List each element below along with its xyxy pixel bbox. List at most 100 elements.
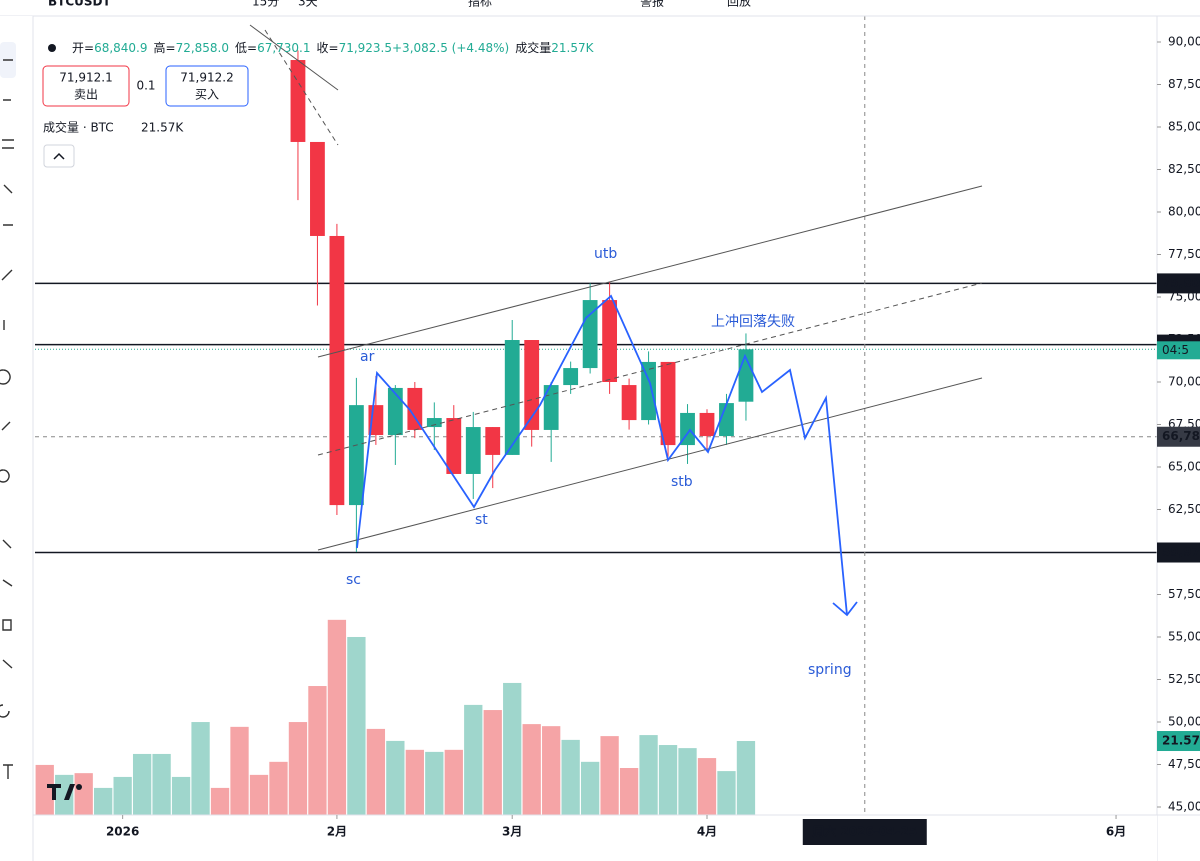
price-label: 59,970: [1162, 545, 1200, 559]
crosshair-x-label: 周六 2026-04-25: [812, 824, 917, 839]
crosshair-x-bg: [802, 819, 927, 845]
current-price-box: [1157, 341, 1200, 360]
price-axis-bg: [1157, 16, 1200, 815]
left-toolbar: [0, 16, 34, 861]
price-label-bg: [1157, 542, 1200, 563]
x-tick-label: 2月: [327, 825, 347, 839]
volume-bar: [697, 758, 717, 815]
collapse-button[interactable]: [43, 144, 75, 168]
y-tick-label: 62,500: [1168, 502, 1200, 516]
logo: [47, 784, 82, 800]
candle-body: [660, 361, 676, 446]
spread: 0.1: [136, 79, 155, 93]
volume-bar: [210, 787, 230, 815]
buy-button[interactable]: [165, 65, 249, 107]
replay[interactable]: 回放: [727, 0, 751, 9]
sell-label: 卖出: [74, 88, 98, 102]
volume-bar: [678, 748, 697, 815]
volume-bar: [464, 704, 483, 815]
x-tick-label: 6月: [1106, 825, 1126, 839]
candle-body: [485, 427, 501, 455]
volume-bar: [94, 787, 113, 815]
candle-body: [543, 385, 559, 430]
volume-bar: [191, 722, 210, 815]
volume-bar: [171, 776, 191, 815]
candle-body: [348, 405, 364, 506]
sell-button[interactable]: [42, 65, 130, 107]
volume-bar: [386, 740, 405, 815]
candle-body: [563, 368, 579, 386]
volume-bar: [269, 761, 288, 815]
ohlc-row: 开=68,840.9 高=72,858.0 低=67,730.1 收=71,923.5…: [72, 40, 595, 55]
y-tick-label: 70,000: [1168, 375, 1200, 389]
candle-body: [602, 300, 618, 382]
legend: 开=68,840.9 高=72,858.0 低=67,730.1 收=71,923.5…: [42, 40, 595, 168]
volume-bar: [483, 710, 502, 815]
annotation: sc: [346, 572, 361, 588]
candle-body: [446, 418, 462, 474]
candle-body: [290, 60, 306, 142]
candle-body: [407, 387, 423, 430]
symbol[interactable]: BTCUSDT: [48, 0, 111, 9]
ohlc-value: 67,730.1: [257, 41, 310, 55]
countdown: 04:5: [1162, 343, 1189, 357]
volume-bar: [522, 724, 541, 815]
volume-bar: [308, 686, 327, 815]
volume-bar: [444, 749, 463, 815]
trend-line: [264, 29, 339, 146]
x-tick-label: 2026: [106, 825, 139, 839]
dot: [48, 44, 56, 52]
indicators[interactable]: 指标: [468, 0, 492, 9]
top-toolbar: BTCUSDT 15分 3天 指标 警报 回放: [0, 0, 1200, 17]
interval[interactable]: 3天: [298, 0, 318, 9]
y-tick-label: 52,500: [1168, 672, 1200, 686]
tool-icons: [0, 59, 14, 779]
volume-bar: [230, 726, 249, 815]
volume-bar: [717, 771, 736, 815]
ohlc-label: 开=: [72, 41, 94, 55]
volume-bar: [249, 774, 269, 815]
ohlc-value: +3,082.5 (+4.48%): [392, 41, 509, 55]
candle-body: [387, 387, 403, 436]
trend-line: [249, 24, 339, 91]
volume-label: 21.57K: [1162, 734, 1200, 748]
price-label: 75,800: [1162, 276, 1200, 290]
volume-bar: [503, 682, 522, 815]
candle-body: [621, 385, 637, 421]
price-label-bg: [1157, 273, 1200, 294]
volume-bar: [619, 768, 639, 815]
alerts[interactable]: 警报: [640, 0, 664, 9]
volume-bar: [561, 739, 580, 815]
y-tick-label: 50,000: [1168, 715, 1200, 729]
volume-title: 成交量 · BTC: [43, 120, 114, 135]
channel-upper: [317, 185, 983, 358]
volume-bar: [366, 728, 386, 815]
volume-bar: [639, 735, 658, 815]
candle-body: [310, 141, 325, 236]
volume-bar: [347, 636, 366, 815]
ohlc-value: 71,923.5: [339, 41, 392, 55]
candle-body: [524, 340, 540, 430]
candle-body: [329, 235, 345, 506]
chart-layer: [35, 16, 1157, 815]
volume-bar: [327, 619, 347, 815]
candle-body: [504, 340, 520, 455]
ohlc-label: 高=: [154, 40, 176, 55]
volume-bar: [580, 761, 600, 815]
channel: [249, 24, 983, 551]
candle-body: [465, 427, 481, 474]
volume-label-bg: [1157, 731, 1200, 752]
y-tick-label: 65,000: [1168, 460, 1200, 474]
y-tick-label: 85,000: [1168, 120, 1200, 134]
y-tick-label: 77,500: [1168, 247, 1200, 261]
annotation: ar: [360, 349, 375, 365]
volume-bar: [405, 749, 424, 815]
interval[interactable]: 15分: [252, 0, 279, 9]
candle-body: [426, 418, 442, 428]
candle-body: [641, 361, 656, 421]
y-tick-label: 80,000: [1168, 205, 1200, 219]
annotation: utb: [594, 246, 617, 262]
